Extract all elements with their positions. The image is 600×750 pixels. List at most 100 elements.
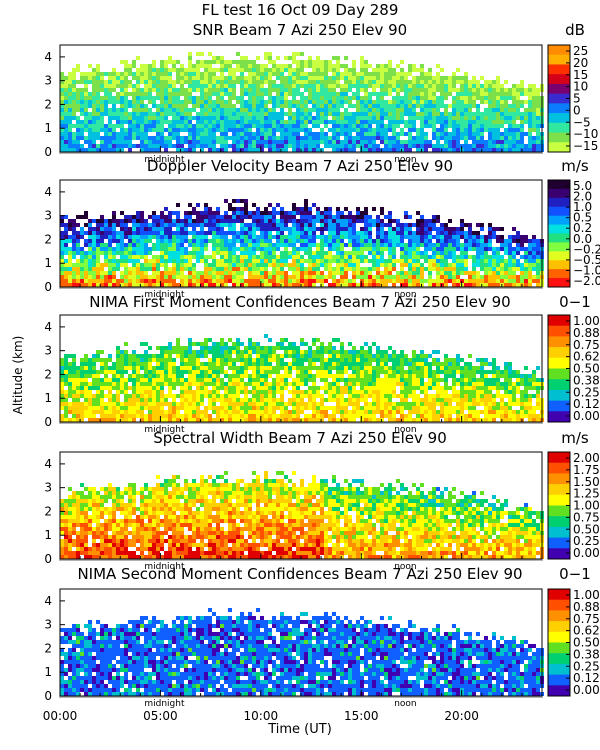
heatmap-cell (320, 60, 324, 64)
heatmap-cell (248, 120, 252, 124)
heatmap-cell (476, 259, 480, 263)
heatmap-cell (324, 223, 328, 227)
heatmap-cell (376, 215, 380, 219)
heatmap-cell (244, 116, 248, 120)
heatmap-cell (116, 96, 120, 100)
heatmap-cell (376, 243, 380, 247)
heatmap-cell (92, 251, 96, 255)
heatmap-cell (508, 255, 512, 259)
heatmap-cell (236, 124, 240, 128)
heatmap-cell (448, 219, 452, 223)
heatmap-cell (224, 215, 228, 219)
heatmap-cell (84, 120, 88, 124)
heatmap-cell (124, 72, 128, 76)
heatmap-cell (116, 279, 120, 283)
heatmap-cell (272, 219, 276, 223)
heatmap-cell (352, 68, 356, 72)
heatmap-cell (240, 68, 244, 72)
heatmap-cell (208, 231, 212, 235)
heatmap-cell (356, 215, 360, 219)
heatmap-cell (96, 259, 100, 263)
heatmap-cell (284, 259, 288, 263)
heatmap-cell (148, 80, 152, 84)
heatmap-cell (348, 251, 352, 255)
heatmap-cell (348, 231, 352, 235)
heatmap-cell (192, 239, 196, 243)
heatmap-cell (464, 223, 468, 227)
heatmap-cell (68, 80, 72, 84)
heatmap-cell (392, 279, 396, 283)
heatmap-cell (492, 92, 496, 96)
y-tick-label: 1 (44, 256, 52, 270)
heatmap-cell (156, 72, 160, 76)
heatmap-cell (496, 239, 500, 243)
heatmap-cell (180, 227, 184, 231)
heatmap-cell (496, 120, 500, 124)
heatmap-cell (356, 275, 360, 279)
heatmap-cell (272, 128, 276, 132)
heatmap-cell (292, 112, 296, 116)
heatmap-cell (284, 120, 288, 124)
heatmap-cell (256, 243, 260, 247)
heatmap-cell (200, 84, 204, 88)
heatmap-cell (396, 124, 400, 128)
heatmap-cell (512, 136, 516, 140)
heatmap-cell (476, 223, 480, 227)
heatmap-cell (348, 283, 352, 287)
heatmap-cell (516, 140, 520, 144)
heatmap-cell (120, 76, 124, 80)
heatmap-cell (216, 128, 220, 132)
colorbar-swatch (548, 233, 570, 243)
heatmap-cell (424, 72, 428, 76)
heatmap-cell (472, 259, 476, 263)
heatmap-cell (244, 239, 248, 243)
heatmap-cell (120, 283, 124, 287)
heatmap-cell (448, 132, 452, 136)
heatmap-cell (240, 227, 244, 231)
heatmap-cell (268, 243, 272, 247)
heatmap-cell (456, 108, 460, 112)
heatmap-cell (260, 128, 264, 132)
heatmap-cell (92, 116, 96, 120)
heatmap-cell (356, 72, 360, 76)
heatmap-cell (104, 140, 108, 144)
heatmap-cell (352, 128, 356, 132)
heatmap-cell (88, 140, 92, 144)
heatmap-cell (104, 283, 108, 287)
heatmap-cell (76, 231, 80, 235)
heatmap-cell (284, 219, 288, 223)
heatmap-cell (340, 211, 344, 215)
heatmap-cell (104, 271, 108, 275)
heatmap-cell (160, 76, 164, 80)
heatmap-cell (372, 259, 376, 263)
heatmap-cell (360, 275, 364, 279)
heatmap-cell (104, 247, 108, 251)
heatmap-cell (60, 255, 64, 259)
heatmap-cell (356, 88, 360, 92)
heatmap-cell (380, 96, 384, 100)
heatmap-cell (316, 100, 320, 104)
heatmap-cell (456, 132, 460, 136)
heatmap-cell (112, 235, 116, 239)
heatmap-cell (440, 267, 444, 271)
heatmap-cell (320, 243, 324, 247)
heatmap-cell (188, 96, 192, 100)
heatmap-cell (492, 267, 496, 271)
heatmap-cell (252, 251, 256, 255)
heatmap-cell (520, 247, 524, 251)
heatmap-cell (156, 108, 160, 112)
heatmap-cell (348, 136, 352, 140)
heatmap-cell (308, 263, 312, 267)
heatmap-cell (124, 271, 128, 275)
heatmap-cell (352, 263, 356, 267)
heatmap-cell (192, 255, 196, 259)
heatmap-cell (304, 136, 308, 140)
heatmap-cell (380, 140, 384, 144)
heatmap-cell (472, 128, 476, 132)
heatmap-cell (512, 92, 516, 96)
heatmap-cell (276, 267, 280, 271)
colorbar-unit: m/s (561, 157, 589, 175)
heatmap-cell (420, 271, 424, 275)
heatmap-cell (428, 100, 432, 104)
heatmap-cell (444, 227, 448, 231)
